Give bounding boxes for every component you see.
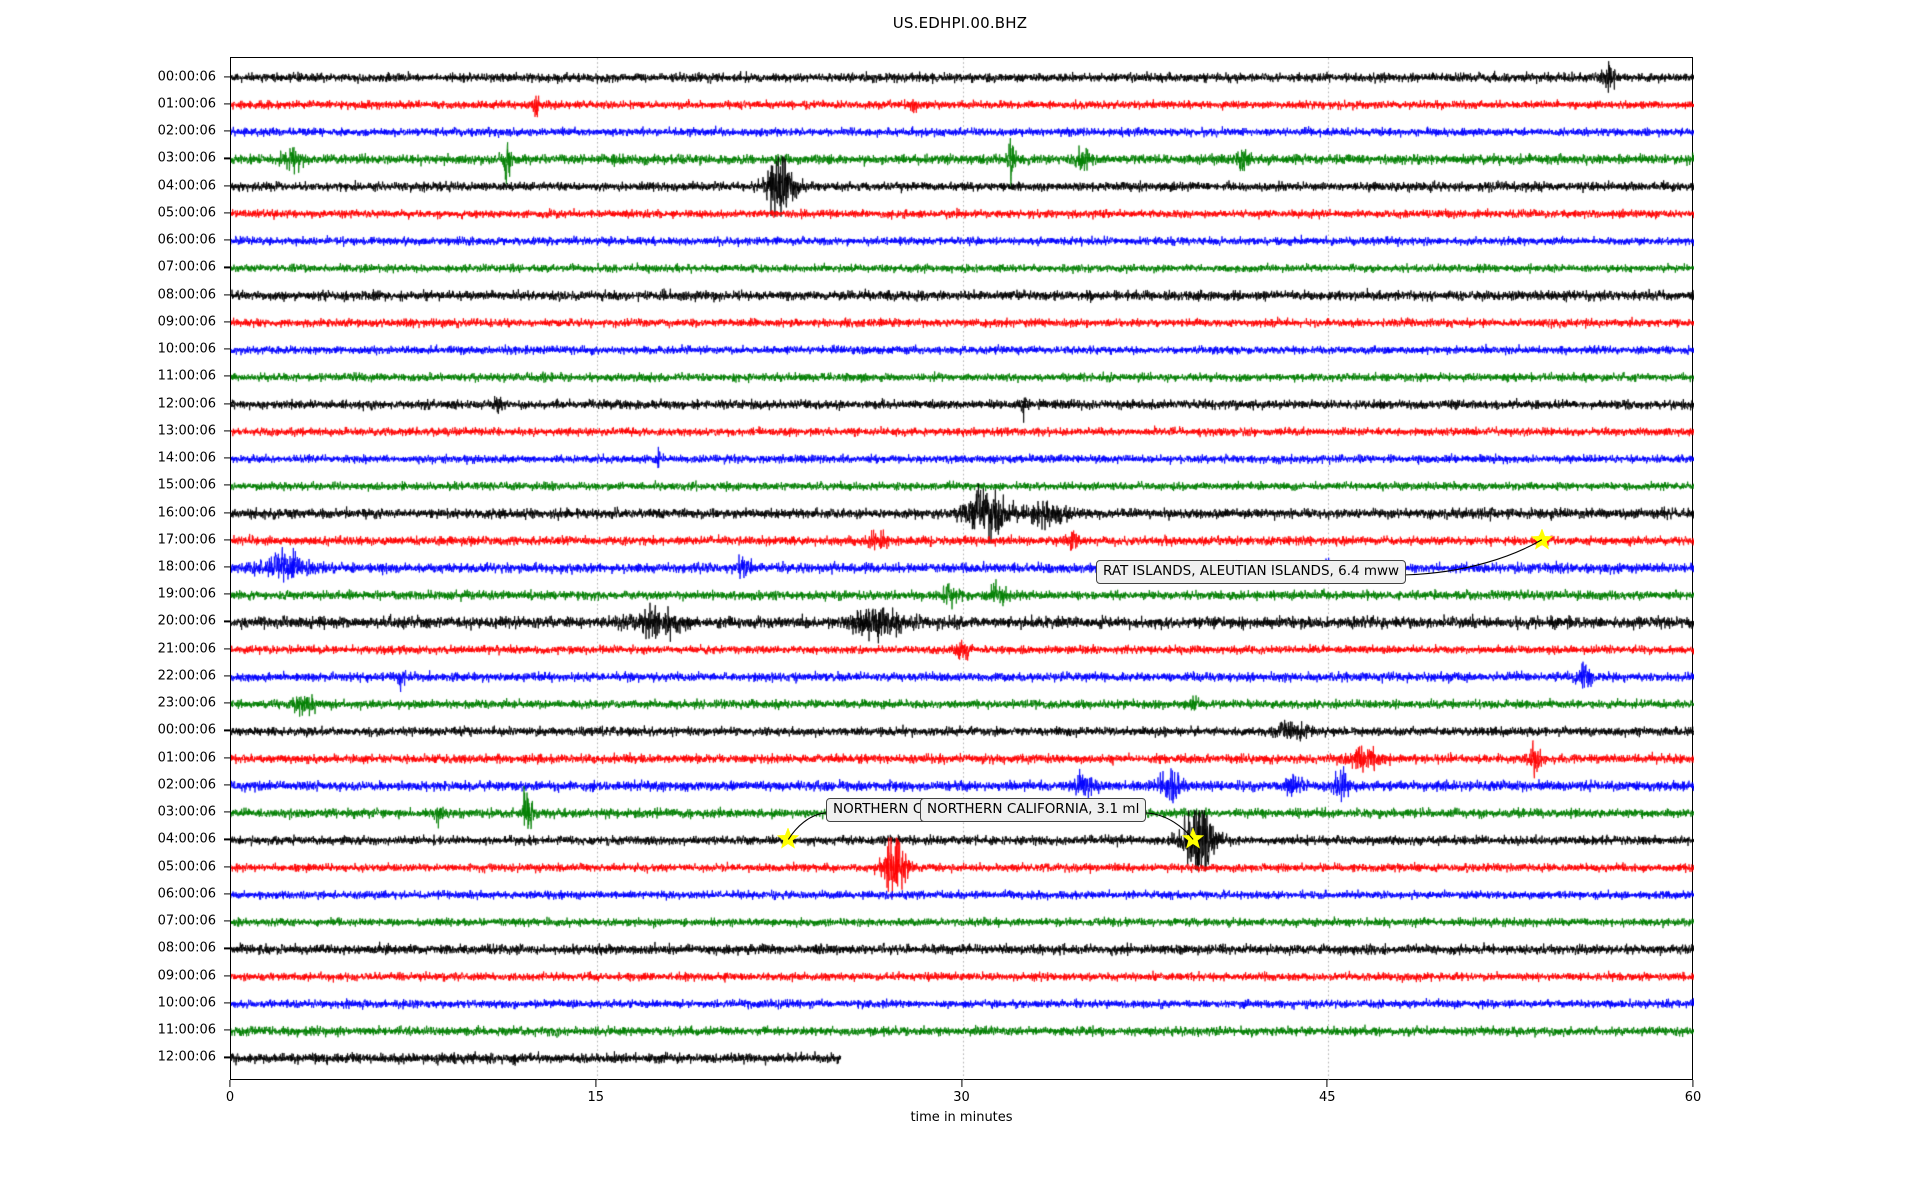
y-tick-label-21: 21:00:06 [157,641,216,657]
y-tick-mark-21 [224,648,231,650]
x-tick-label-0: 0 [225,1090,235,1105]
x-axis-tick-labels: 0 15 30 45 60 [226,1080,1701,1120]
page-title: US.EDHPI.00.BHZ [892,14,1028,32]
y-tick-label-29: 05:00:06 [157,859,216,875]
y-tick-mark-27 [224,811,231,813]
y-tick-label-33: 09:00:06 [157,968,216,984]
y-tick-label-20: 20:00:06 [157,613,216,629]
y-tick-mark-2 [224,130,231,132]
y-tick-mark-16 [224,511,231,514]
y-tick-mark-25 [224,757,231,759]
y-tick-label-17: 17:00:06 [157,532,216,548]
y-tick-label-8: 08:00:06 [157,287,216,303]
y-tick-mark-17 [224,539,231,541]
x-tick-mark-30 [960,1080,963,1087]
y-tick-label-22: 22:00:06 [157,668,216,684]
x-tick-label-45: 45 [1318,1090,1336,1105]
plot-area [230,57,1694,1081]
event-star-marker-0 [1530,527,1554,555]
x-tick-mark-15 [595,1080,597,1087]
x-tick-label-30: 30 [953,1090,970,1105]
y-tick-mark-26 [224,784,231,786]
x-axis-title: time in minutes [910,1110,1013,1125]
y-tick-mark-18 [224,566,231,568]
y-tick-mark-22 [224,675,231,677]
y-tick-mark-1 [224,103,231,105]
x-tick-mark-60 [1692,1080,1694,1087]
seismogram-traces-canvas [231,58,1694,1081]
y-tick-label-27: 03:00:06 [157,804,216,820]
y-tick-label-9: 09:00:06 [157,314,216,330]
y-tick-label-7: 07:00:06 [157,259,216,275]
y-tick-label-31: 07:00:06 [157,913,216,929]
y-tick-label-15: 15:00:06 [157,477,216,493]
y-tick-mark-32 [224,947,231,949]
y-tick-mark-28 [224,838,231,841]
event-star-marker-1 [777,827,800,854]
y-tick-label-16: 16:00:06 [157,505,216,520]
y-tick-label-18: 18:00:06 [157,559,216,575]
y-tick-label-5: 05:00:06 [157,205,216,221]
y-tick-mark-35 [224,1029,231,1031]
y-tick-mark-33 [224,975,231,977]
y-tick-label-14: 14:00:06 [157,450,216,466]
annotation-label-2: NORTHERN CALIFORNIA, 3.1 ml [920,798,1147,822]
y-tick-mark-15 [224,484,231,486]
y-tick-label-36: 12:00:06 [157,1049,216,1065]
y-tick-mark-36 [224,1056,231,1058]
y-tick-mark-23 [224,702,231,704]
x-tick-mark-0 [229,1080,231,1087]
y-tick-mark-10 [224,348,231,350]
y-tick-label-11: 11:00:06 [157,368,216,384]
y-tick-mark-29 [224,866,231,868]
y-tick-mark-3 [224,157,231,159]
y-tick-label-6: 06:00:06 [157,232,216,248]
y-tick-label-1: 01:00:06 [157,96,216,112]
y-tick-label-23: 23:00:06 [157,695,216,711]
x-tick-mark-45 [1326,1080,1328,1087]
y-tick-mark-5 [224,212,231,214]
y-tick-label-19: 19:00:06 [157,586,216,602]
y-tick-label-26: 02:00:06 [157,777,216,793]
annotation-label-0: RAT ISLANDS, ALEUTIAN ISLANDS, 6.4 mww [1096,560,1407,584]
annotation-label-1: NORTHERN CALIFORNIA, 3.1 ml [826,798,928,822]
y-tick-mark-19 [224,593,231,595]
y-tick-label-28: 04:00:06 [157,831,216,847]
x-tick-label-15: 15 [587,1090,605,1105]
y-tick-label-34: 10:00:06 [157,995,216,1011]
y-tick-mark-30 [224,893,231,895]
y-tick-mark-7 [224,266,231,268]
y-tick-mark-20 [224,620,231,623]
y-tick-label-3: 03:00:06 [157,150,216,166]
y-tick-mark-6 [224,239,231,241]
y-tick-label-4: 04:00:06 [157,178,216,194]
y-tick-label-13: 13:00:06 [157,423,216,439]
y-tick-mark-8 [224,293,231,296]
y-tick-mark-12 [224,402,231,405]
y-tick-mark-13 [224,430,231,432]
y-tick-label-35: 11:00:06 [157,1022,216,1038]
y-axis-tick-labels: 00:00:06 01:00:06 02:00:06 03:00:06 04:00:06… [0,57,231,1080]
y-tick-label-30: 06:00:06 [157,886,216,902]
y-tick-label-2: 02:00:06 [157,123,216,139]
y-tick-mark-0 [224,76,231,78]
y-tick-label-24: 00:00:06 [157,722,216,738]
y-tick-label-12: 12:00:06 [157,396,216,412]
y-tick-mark-31 [224,920,231,922]
y-tick-mark-24 [224,729,231,732]
y-tick-label-32: 08:00:06 [157,940,216,956]
y-tick-label-10: 10:00:06 [157,341,216,357]
x-tick-label-60: 60 [1684,1090,1702,1105]
y-tick-mark-4 [224,184,231,187]
y-tick-mark-14 [224,457,231,459]
y-tick-label-25: 01:00:06 [157,750,216,766]
event-star-marker-2 [1181,827,1205,854]
y-tick-mark-11 [224,375,231,377]
y-tick-label-0: 00:00:06 [157,69,216,85]
y-tick-mark-34 [224,1002,231,1004]
y-tick-mark-9 [224,321,231,323]
